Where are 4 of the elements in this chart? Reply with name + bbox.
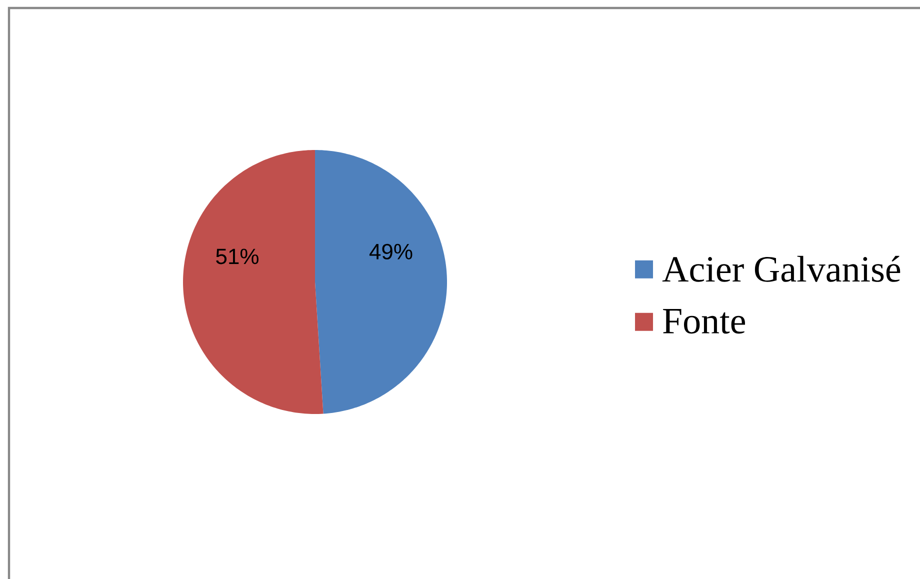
data-label: 49%: [369, 244, 412, 260]
legend-label: Fonte: [663, 309, 746, 334]
data-label: 51%: [216, 248, 258, 264]
legend-label: Acier Galvanisé: [662, 256, 900, 282]
